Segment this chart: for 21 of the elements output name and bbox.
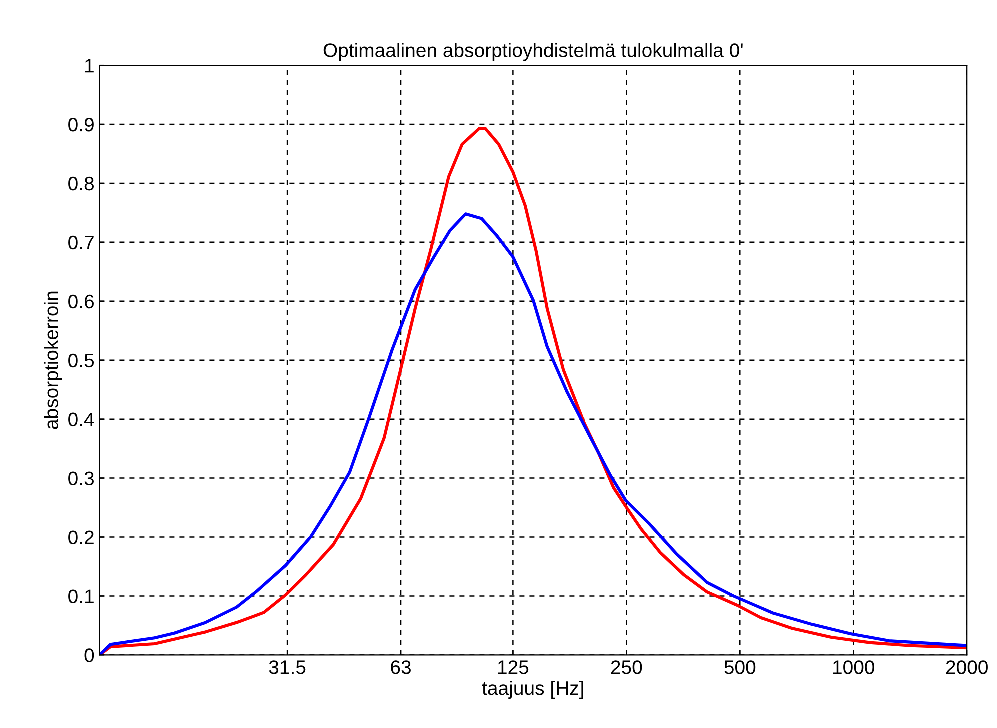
chart-title: Optimaalinen absorptioyhdistelmä tulokulmalla 0' xyxy=(324,43,743,62)
y-tick-label: 0.1 xyxy=(68,590,94,604)
y-tick-label: 0.5 xyxy=(68,354,94,368)
x-tick-label: 2000 xyxy=(946,660,988,674)
x-axis-title: taajuus [Hz] xyxy=(482,680,584,700)
x-tick-label: 125 xyxy=(498,660,529,674)
y-tick-label: 0 xyxy=(84,648,94,662)
x-tick-label: 63 xyxy=(391,660,411,674)
x-tick-label: 31.5 xyxy=(269,660,306,674)
x-tick-label: 250 xyxy=(611,660,642,674)
y-tick-label: 1 xyxy=(86,59,94,73)
y-tick-label: 0.6 xyxy=(68,294,94,309)
y-tick-label: 0.9 xyxy=(68,118,94,132)
y-tick-label: 0.2 xyxy=(68,530,94,544)
y-tick-label: 0.8 xyxy=(68,176,94,191)
y-tick-label: 0.3 xyxy=(68,472,94,486)
y-tick-label: 0.4 xyxy=(68,412,94,427)
y-tick-label: 0.7 xyxy=(68,236,94,250)
x-tick-label: 500 xyxy=(724,660,756,674)
y-axis-title: absorptiokerroin xyxy=(44,292,62,430)
x-tick-label: 1000 xyxy=(833,660,874,674)
